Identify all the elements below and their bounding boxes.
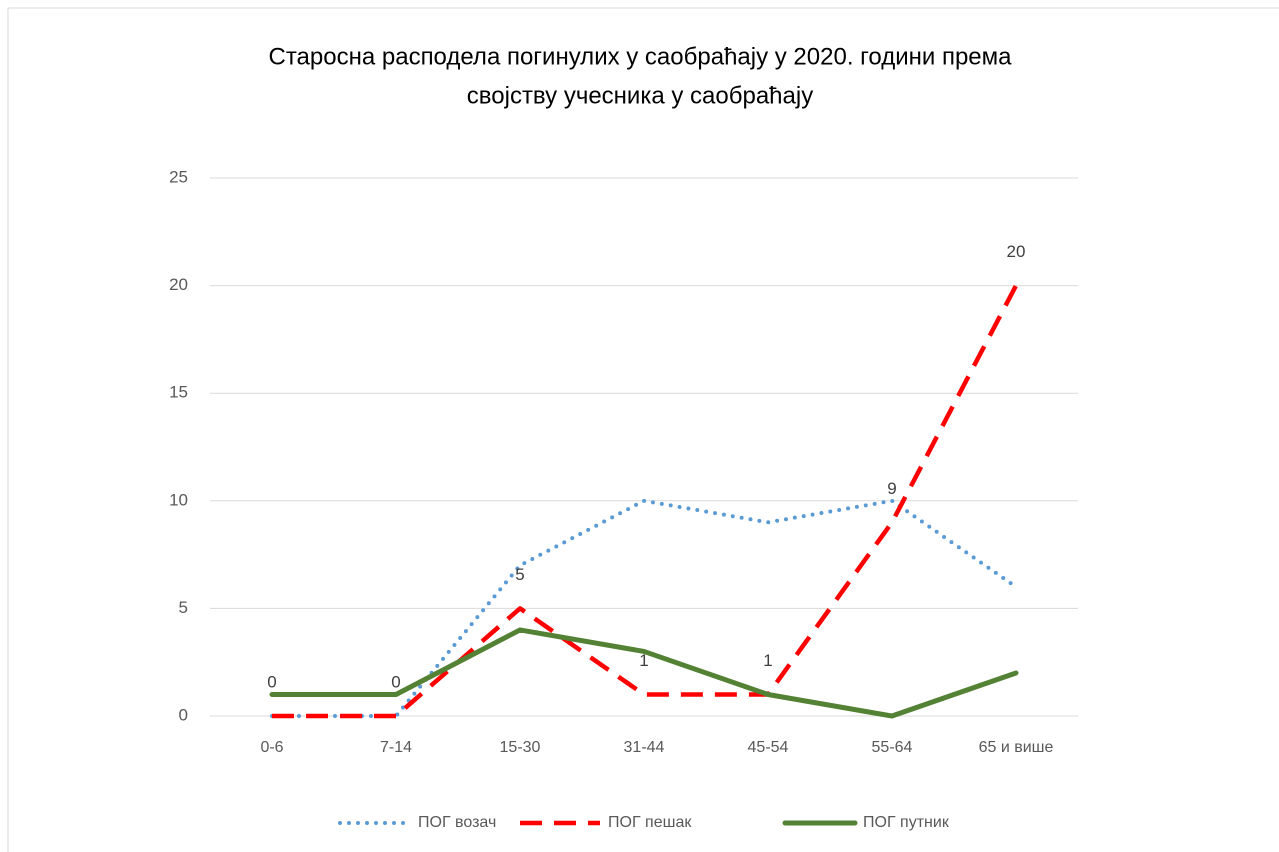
data-label: 5 bbox=[515, 565, 524, 584]
data-label: 9 bbox=[887, 479, 896, 498]
data-label: 1 bbox=[763, 651, 772, 670]
y-tick-label: 10 bbox=[169, 490, 188, 509]
data-label: 1 bbox=[639, 651, 648, 670]
x-tick-label: 31-44 bbox=[624, 739, 665, 756]
chart-title: Старосна расподела погинулих у саобраћај… bbox=[269, 43, 1013, 70]
legend-label: ПОГ пешак bbox=[608, 814, 692, 831]
x-tick-label: 15-30 bbox=[500, 739, 541, 756]
legend-label: ПОГ путник bbox=[863, 814, 950, 831]
x-tick-label: 0-6 bbox=[260, 739, 283, 756]
x-tick-label: 45-54 bbox=[748, 739, 789, 756]
series-line bbox=[269, 627, 1019, 719]
x-tick-label: 55-64 bbox=[872, 739, 913, 756]
y-tick-label: 25 bbox=[169, 167, 188, 186]
y-tick-label: 0 bbox=[179, 705, 188, 724]
legend-label: ПОГ возач bbox=[418, 814, 496, 831]
series-line bbox=[272, 284, 1018, 719]
data-label: 0 bbox=[267, 672, 276, 691]
chart-frame bbox=[7, 7, 1279, 852]
x-tick-label: 65 и више bbox=[979, 739, 1054, 756]
data-label: 20 bbox=[1007, 242, 1026, 261]
data-label: 0 bbox=[391, 672, 400, 691]
y-tick-label: 15 bbox=[169, 383, 188, 402]
chart-title: својству учесника у саобраћају bbox=[467, 82, 813, 109]
y-tick-label: 20 bbox=[169, 275, 188, 294]
x-tick-label: 7-14 bbox=[380, 739, 412, 756]
y-tick-label: 5 bbox=[179, 598, 188, 617]
